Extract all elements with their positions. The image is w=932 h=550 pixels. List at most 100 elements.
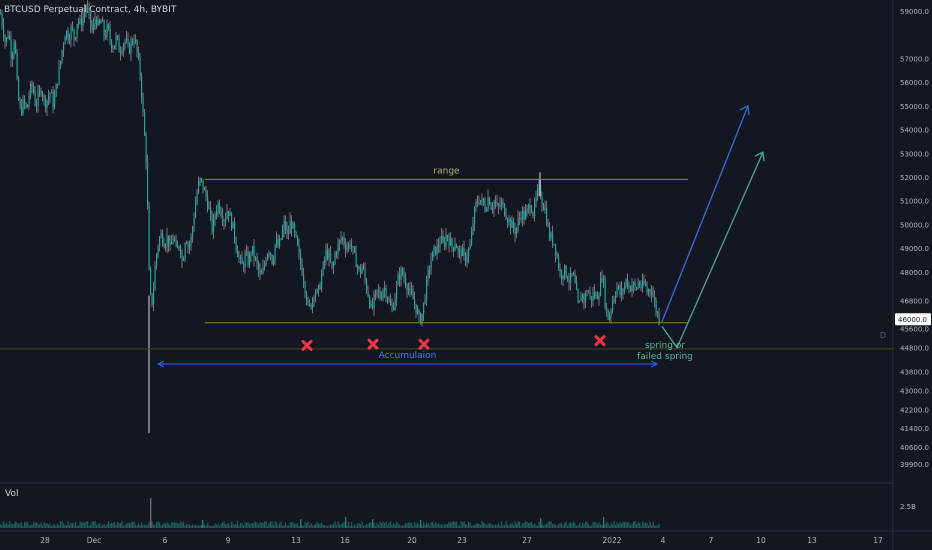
price-tick-label: 41400.0 bbox=[900, 425, 929, 433]
candle-body bbox=[402, 268, 404, 275]
spring-projection-head bbox=[754, 151, 765, 162]
candle-body bbox=[127, 38, 129, 45]
candle-body bbox=[255, 257, 257, 259]
volume-bar bbox=[186, 523, 188, 528]
candle-body bbox=[52, 91, 54, 108]
candle-body bbox=[169, 242, 171, 245]
candle-body bbox=[100, 21, 102, 24]
candle-body bbox=[130, 40, 132, 54]
volume-bar bbox=[615, 525, 617, 528]
candle-body bbox=[141, 75, 143, 97]
candle-body bbox=[535, 196, 537, 203]
candle-body bbox=[292, 223, 294, 229]
volume-bar bbox=[177, 522, 179, 528]
candle-body bbox=[384, 288, 386, 290]
candle-body bbox=[366, 279, 368, 291]
candle-body bbox=[520, 217, 522, 220]
candle-body bbox=[207, 196, 209, 209]
volume-bar bbox=[180, 521, 182, 528]
candle-body bbox=[372, 303, 374, 308]
candle-body bbox=[102, 20, 104, 22]
volume-bar bbox=[483, 522, 485, 528]
candle-body bbox=[606, 307, 608, 310]
candle-body bbox=[64, 37, 66, 45]
price-tick-label: 43800.0 bbox=[900, 368, 929, 376]
candle-body bbox=[67, 30, 69, 41]
candle-body bbox=[486, 209, 488, 211]
support-touch-x-mark bbox=[418, 338, 430, 350]
volume-bar bbox=[364, 525, 366, 528]
volume-bar bbox=[445, 524, 447, 528]
volume-bar bbox=[286, 525, 288, 528]
candle-body bbox=[319, 285, 321, 289]
candle-body bbox=[481, 198, 483, 201]
volume-bar bbox=[355, 525, 357, 528]
candle-body bbox=[84, 11, 86, 16]
accumulation-arrow-left bbox=[156, 360, 165, 368]
volume-bar bbox=[592, 521, 594, 528]
volume-bar bbox=[588, 524, 590, 528]
volume-bar bbox=[139, 524, 141, 528]
candle-body bbox=[438, 245, 440, 247]
candle-body bbox=[136, 40, 138, 52]
candle-body bbox=[22, 98, 24, 115]
volume-bar bbox=[166, 522, 168, 528]
volume-bar bbox=[601, 525, 603, 528]
volume-bar bbox=[505, 521, 507, 528]
candle-body bbox=[528, 204, 530, 208]
volume-bar bbox=[133, 521, 135, 528]
candle-body bbox=[96, 19, 98, 26]
candle-body bbox=[643, 280, 645, 284]
volume-bar bbox=[87, 521, 89, 528]
time-tick-label: 17 bbox=[873, 536, 883, 545]
volume-bar bbox=[4, 524, 6, 528]
candle-body bbox=[343, 237, 345, 245]
volume-bar bbox=[276, 522, 278, 528]
volume-bar bbox=[217, 523, 219, 528]
candle-body bbox=[417, 310, 419, 314]
volume-bar bbox=[475, 523, 477, 528]
time-axis[interactable]: 28 Dec 6 9 13 16 20 23 27 2022 4 7 10 13 17 bbox=[40, 536, 883, 545]
volume-bar bbox=[409, 522, 411, 528]
volume-bar bbox=[546, 523, 548, 528]
candle-body bbox=[193, 217, 195, 228]
candle-body bbox=[502, 202, 504, 204]
candle-body bbox=[529, 204, 531, 210]
candle-body bbox=[513, 220, 515, 229]
time-tick-label: 23 bbox=[457, 536, 467, 545]
volume-bar bbox=[21, 522, 23, 528]
volume-bar bbox=[444, 523, 446, 528]
candle-body bbox=[49, 93, 51, 97]
candle-body bbox=[543, 205, 545, 211]
volume-bar bbox=[643, 523, 645, 528]
candle-body bbox=[555, 243, 557, 255]
price-tick-label: 43000.0 bbox=[900, 387, 929, 395]
candle-body bbox=[591, 296, 593, 301]
candle-body bbox=[636, 287, 638, 289]
candle-body bbox=[537, 188, 539, 197]
candle-body bbox=[498, 204, 500, 207]
candle-body bbox=[48, 96, 50, 101]
candle-body bbox=[187, 243, 189, 247]
volume-bar bbox=[348, 521, 350, 528]
candle-body bbox=[408, 289, 410, 291]
volume-bar bbox=[492, 525, 494, 528]
volume-bar bbox=[250, 523, 252, 528]
candle-body bbox=[306, 293, 308, 302]
volume-bar bbox=[19, 522, 21, 528]
candle-body bbox=[291, 220, 293, 229]
volume-bar bbox=[463, 521, 465, 528]
volume-bar bbox=[85, 521, 87, 528]
support-touch-x-mark bbox=[301, 339, 313, 351]
volume-bar bbox=[237, 521, 239, 528]
candle-body bbox=[261, 273, 263, 275]
volume-bar bbox=[426, 522, 428, 528]
candle-body bbox=[61, 50, 63, 61]
candle-body bbox=[534, 202, 536, 217]
volume-bar bbox=[352, 525, 354, 528]
price-axis[interactable]: 59000.0 57000.0 56000.0 55000.0 54000.0 53000… bbox=[895, 8, 931, 511]
volume-bar bbox=[438, 523, 440, 528]
volume-bar bbox=[274, 521, 276, 528]
